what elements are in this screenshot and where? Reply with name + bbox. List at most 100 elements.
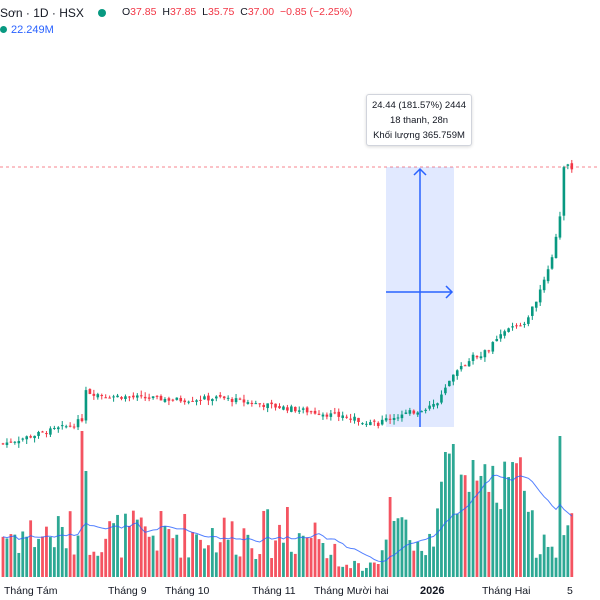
candle-body [1, 443, 5, 445]
volume-bar [412, 550, 416, 577]
volume-bar [345, 564, 349, 577]
x-tick-label: Tháng 9 [108, 585, 147, 597]
volume-bar [368, 562, 372, 577]
volume-bar [570, 513, 574, 577]
volume-bar [507, 477, 510, 577]
volume-bar [459, 474, 463, 577]
volume-bar [420, 550, 424, 577]
candle-body [566, 164, 570, 166]
volume-bar [72, 554, 76, 577]
candle-body [400, 414, 404, 419]
symbol-title[interactable]: Sơn · 1D · HSX [0, 6, 84, 20]
volume-bar [17, 552, 21, 577]
x-tick-label: Tháng Hai [482, 585, 530, 597]
candle-body [487, 350, 491, 352]
volume-bar [76, 535, 80, 577]
volume-bar [179, 557, 183, 577]
candle-body [523, 323, 526, 325]
candle-body [171, 399, 175, 401]
volume-bar [392, 520, 396, 577]
volume-bar [447, 453, 451, 577]
candle-body [222, 396, 226, 399]
volume-bar [203, 548, 206, 577]
candle-body [274, 403, 277, 408]
volume-bar [45, 526, 48, 577]
volume-bar [491, 465, 495, 577]
x-tick-label: Tháng Tám [4, 585, 58, 597]
candle-body [491, 342, 495, 352]
volume-bar [84, 471, 88, 577]
volume-bar [408, 540, 412, 577]
candle-body [333, 412, 337, 414]
candle-body [436, 403, 439, 406]
volume-bar [365, 567, 368, 577]
x-tick-label: Tháng Mười hai [314, 585, 389, 597]
candle-body [64, 426, 68, 428]
volume-bar [226, 539, 230, 577]
candle-body [376, 422, 380, 426]
volume-bar [471, 460, 475, 577]
volume-bar [29, 520, 33, 577]
candle-body [428, 405, 431, 409]
candle-body [187, 401, 190, 403]
candle-body [226, 397, 230, 399]
volume-bar [511, 462, 514, 577]
candle-body [84, 390, 88, 421]
low-value: 35.75 [208, 6, 235, 18]
candle-body [53, 427, 56, 429]
candle-body [49, 428, 52, 435]
volume-bar [100, 552, 104, 577]
volume-bar [372, 562, 376, 577]
candle-body [503, 331, 506, 336]
volume-bar [562, 535, 566, 577]
candle-body [207, 395, 210, 401]
candle-body [440, 394, 443, 403]
volume-bar [274, 540, 277, 577]
candle-body [321, 414, 325, 417]
candle-body [357, 417, 360, 422]
volume-bar [282, 542, 285, 577]
measure-bars-text: 18 thanh, 28n [389, 115, 449, 126]
candle-body [479, 356, 483, 359]
candle-body [132, 395, 135, 398]
volume-bar [88, 554, 92, 577]
candle-body [57, 427, 60, 430]
candle-body [404, 412, 408, 414]
candle-body [282, 406, 285, 410]
volume-bar [112, 523, 115, 577]
candle-body [448, 380, 451, 387]
volume-bar [1, 536, 5, 577]
ohlc-readout: O37.85 H37.85 L35.75 C37.00 −0.85 (−2.25… [122, 6, 355, 18]
volume-bar [384, 539, 388, 577]
volume-bar [246, 534, 250, 577]
candle-body [183, 400, 186, 403]
candle-body [455, 370, 459, 376]
volume-bar [163, 526, 167, 577]
candle-body [297, 410, 301, 412]
volume-bar [519, 457, 522, 577]
candle-body [159, 395, 163, 401]
volume-bar [566, 525, 570, 577]
candle-body [37, 431, 40, 436]
volume-bar [534, 557, 538, 577]
candle-body [546, 269, 550, 282]
volume-bar [183, 513, 187, 577]
candle-body [92, 393, 96, 396]
volume-bar [222, 517, 226, 577]
candle-body [337, 411, 341, 417]
open-value: 37.85 [130, 6, 157, 18]
candle-body [558, 216, 562, 238]
volume-bar [60, 526, 64, 577]
volume-bar [503, 461, 507, 577]
x-tick-label: 5 [567, 585, 573, 597]
candle-body [199, 399, 202, 401]
candle-body [238, 398, 242, 400]
volume-bar [424, 555, 428, 577]
volume-bar [143, 526, 147, 577]
volume-bar [495, 502, 499, 577]
candle-body [155, 395, 159, 397]
candle-body [459, 366, 463, 370]
volume-bar [432, 546, 435, 577]
volume-bar [80, 431, 84, 577]
